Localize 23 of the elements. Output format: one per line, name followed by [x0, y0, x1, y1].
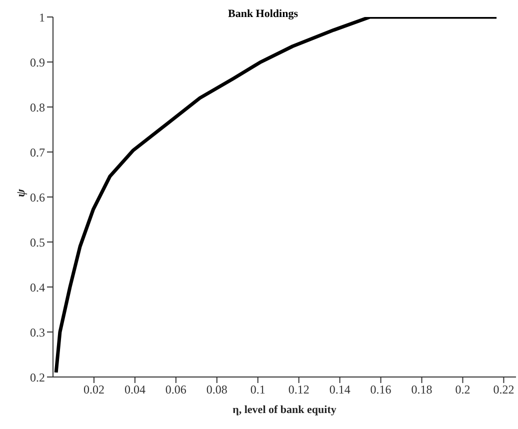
y-tick-label: 0.9 [30, 55, 45, 70]
x-tick-label: 0.16 [370, 382, 392, 397]
x-tick-label: 0.02 [83, 382, 104, 397]
x-tick-label: 0.14 [329, 382, 350, 397]
x-tick-label: 0.06 [165, 382, 186, 397]
x-tick-label: 0.2 [455, 382, 470, 397]
x-tick-label: 0.22 [493, 382, 514, 397]
x-tick-label: 0.1 [250, 382, 266, 397]
y-tick-label: 0.3 [30, 325, 45, 340]
chart-title: Bank Holdings [228, 8, 298, 20]
y-axis-title: ψ [13, 188, 28, 197]
x-tick-label: 0.08 [206, 382, 228, 397]
x-tick-label: 0.12 [288, 382, 310, 397]
y-tick-label: 0.7 [30, 145, 45, 160]
y-tick-label: 0.5 [30, 235, 45, 250]
y-tick-label: 0.6 [30, 190, 45, 204]
y-tick-label: 0.4 [30, 280, 45, 294]
x-tick-label: 0.18 [411, 382, 432, 397]
y-tick-label: 1 [39, 10, 45, 24]
y-tick-label: 0.2 [30, 370, 45, 384]
y-tick-label: 0.8 [30, 100, 45, 114]
x-axis-title: η, level of bank equity [232, 404, 337, 416]
x-tick-label: 0.04 [124, 382, 146, 397]
